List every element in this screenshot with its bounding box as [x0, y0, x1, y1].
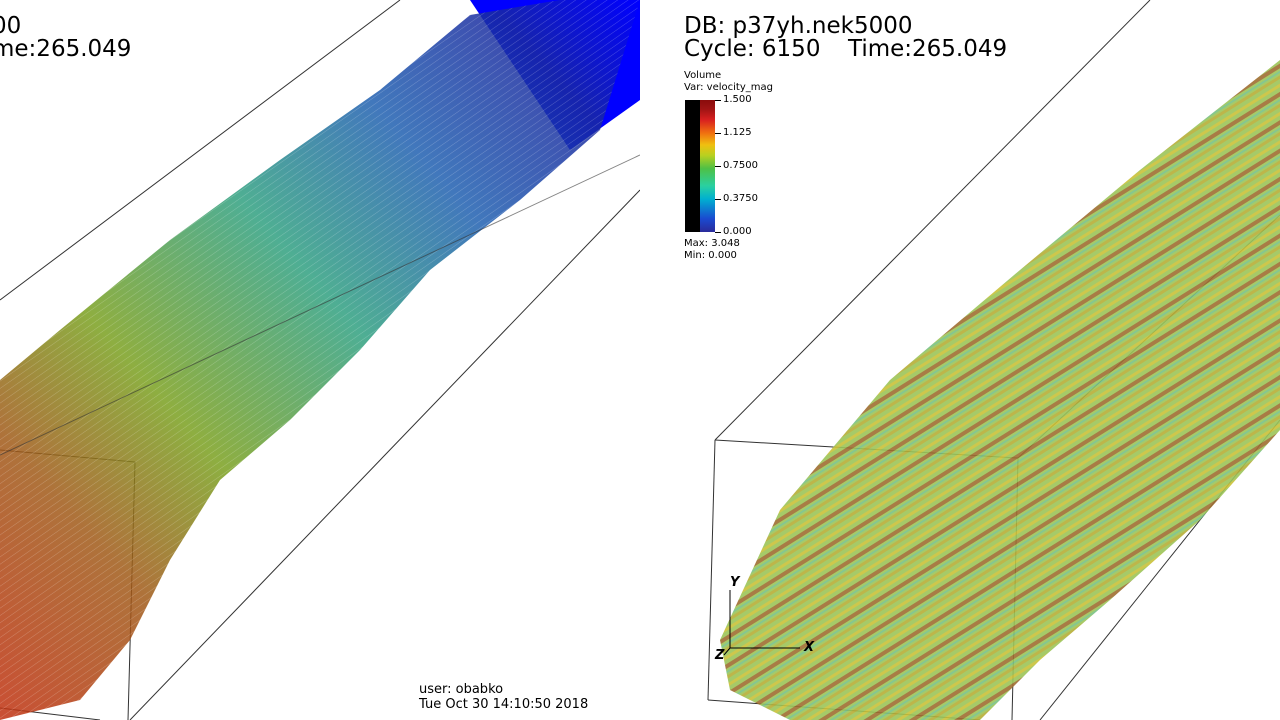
left-time-label: me:265.049 — [0, 36, 132, 62]
legend-tick-label: 0.7500 — [723, 160, 758, 171]
left-db-label: 00 — [0, 13, 22, 39]
right-volume-render — [707, 0, 1280, 720]
legend-tick — [715, 232, 721, 233]
right-time-label: Time:265.049 — [848, 36, 1008, 62]
legend-tick — [715, 199, 721, 200]
user-label: user: obabko — [419, 682, 504, 697]
legend-tick-label: 1.125 — [723, 127, 752, 138]
legend-color-bar — [700, 100, 715, 232]
right-box-edge — [714, 0, 1151, 441]
axis-z-label: Z — [715, 648, 725, 663]
left-render-view[interactable]: 00 me:265.049 user: obabko Tue Oct 30 14… — [0, 0, 640, 720]
right-box-edge — [707, 439, 716, 701]
date-label: Tue Oct 30 14:10:50 2018 — [419, 697, 589, 712]
legend-max: Max: 3.048 — [684, 238, 740, 249]
right-cycle-label: Cycle: 6150 — [684, 36, 821, 62]
legend-tick — [715, 100, 721, 101]
legend-tick — [715, 133, 721, 134]
right-render-view[interactable]: DB: p37yh.nek5000 Cycle: 6150 Time:265.0… — [640, 0, 1280, 720]
legend-tick-label: 1.500 — [723, 94, 752, 105]
legend-title: Volume — [684, 70, 722, 81]
left-volume-render — [0, 0, 640, 720]
legend-black-strip — [685, 100, 700, 232]
legend-min: Min: 0.000 — [684, 250, 737, 261]
axis-x-label: X — [804, 640, 815, 655]
right-volume — [720, 60, 1280, 720]
legend-tick — [715, 166, 721, 167]
right-db-label: DB: p37yh.nek5000 — [684, 13, 913, 39]
legend-var: Var: velocity_mag — [684, 82, 773, 93]
triad-z-line — [723, 647, 731, 656]
axis-y-label: Y — [730, 575, 740, 590]
legend-tick-label: 0.000 — [723, 226, 752, 237]
left-plume-texture — [0, 0, 640, 720]
left-box-edge — [0, 0, 401, 301]
legend-tick-label: 0.3750 — [723, 193, 758, 204]
left-box-edge — [129, 189, 640, 720]
